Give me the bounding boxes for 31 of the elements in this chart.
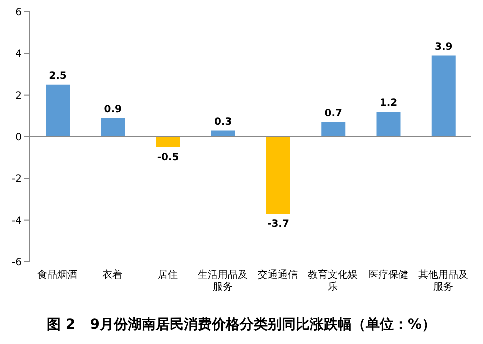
x-tick-label: 衣着 [102, 269, 123, 281]
y-tick-label: -2 [12, 174, 22, 186]
x-tick-label: 交通通信 [258, 269, 298, 281]
data-label: 0.3 [214, 116, 232, 128]
y-tick-label: 2 [16, 90, 22, 102]
y-tick-label: 0 [16, 132, 22, 144]
data-label: -0.5 [157, 152, 180, 164]
bar [46, 84, 70, 137]
bar [376, 112, 401, 137]
text: 图 2 9月份湖南居民消费价格分类别同比涨跌幅（单位：%） [46, 316, 437, 334]
bar [101, 118, 126, 137]
bar [432, 56, 456, 137]
y-tick-label: -6 [12, 258, 22, 269]
data-label: 0.7 [324, 108, 343, 120]
bar [322, 122, 346, 137]
x-tick-label: 教育文化娱乐 [308, 269, 358, 293]
data-label: 2.5 [49, 70, 67, 82]
data-label: 3.9 [435, 42, 453, 53]
data-label: 1.2 [380, 98, 398, 109]
x-tick-label: 生活用品及服务 [198, 269, 248, 293]
y-tick-label: 4 [16, 49, 22, 60]
x-tick-label: 食品烟酒 [38, 269, 78, 281]
x-tick-label: 其他用品及服务 [418, 269, 468, 293]
y-tick-label: -4 [12, 216, 22, 227]
data-label: -3.7 [268, 219, 290, 230]
bar [266, 137, 290, 214]
data-label: 0.9 [104, 104, 122, 116]
x-tick-label: 居住 [158, 270, 178, 281]
y-tick-label: 6 [16, 8, 22, 19]
x-tick-label: 医疗保健 [368, 269, 408, 281]
bar [156, 137, 180, 148]
